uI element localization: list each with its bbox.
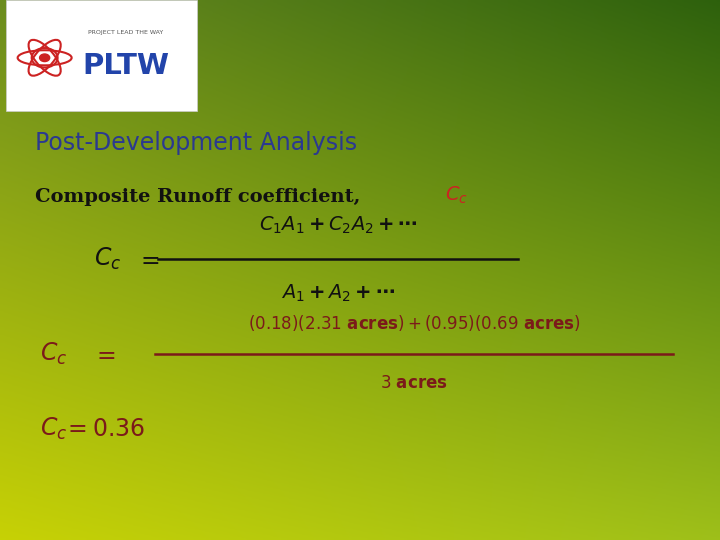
Text: Post-Development Analysis: Post-Development Analysis: [35, 131, 356, 155]
Text: $\boldsymbol{C_1A_1 + C_2A_2 + \cdots}$: $\boldsymbol{C_1A_1 + C_2A_2 + \cdots}$: [259, 214, 418, 236]
Text: $\mathit{C}_\mathit{c}$: $\mathit{C}_\mathit{c}$: [445, 185, 468, 206]
FancyBboxPatch shape: [6, 0, 197, 111]
Text: $\boldsymbol{A_1 + A_2 + \cdots}$: $\boldsymbol{A_1 + A_2 + \cdots}$: [282, 282, 395, 304]
Text: $=$: $=$: [92, 342, 117, 366]
Text: $= 0.36$: $= 0.36$: [63, 417, 145, 441]
Text: $(0.18)(2.31\ \mathbf{acres}) + (0.95)(0.69\ \mathbf{acres})$: $(0.18)(2.31\ \mathbf{acres}) + (0.95)(0…: [248, 313, 580, 333]
Text: $3\ \mathbf{acres}$: $3\ \mathbf{acres}$: [380, 374, 448, 393]
Text: $\boldsymbol{\mathit{C}_c}$: $\boldsymbol{\mathit{C}_c}$: [40, 416, 68, 442]
Text: $=$: $=$: [135, 247, 160, 271]
Text: Composite Runoff coefficient,: Composite Runoff coefficient,: [35, 188, 366, 206]
Circle shape: [40, 54, 50, 62]
Text: $\boldsymbol{\mathit{C}_c}$: $\boldsymbol{\mathit{C}_c}$: [40, 341, 68, 367]
Text: $\boldsymbol{\mathit{C}_c}$: $\boldsymbol{\mathit{C}_c}$: [94, 246, 122, 272]
Text: PLTW: PLTW: [83, 52, 169, 80]
Text: PROJECT LEAD THE WAY: PROJECT LEAD THE WAY: [89, 30, 163, 35]
